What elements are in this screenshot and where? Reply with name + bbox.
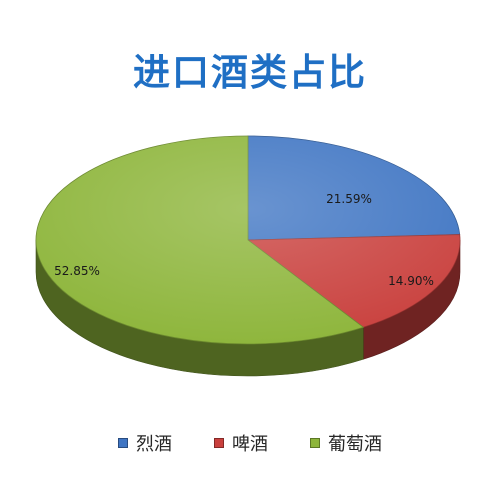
slice-label-beer: 14.90%	[388, 274, 434, 288]
slice-label-wine: 52.85%	[54, 264, 100, 278]
legend-label-spirits: 烈酒	[136, 434, 172, 455]
pie-highlight	[36, 136, 460, 344]
pie-tops	[35, 135, 461, 345]
chart-title: 进口酒类占比	[133, 51, 367, 94]
legend-item-spirits: 烈酒	[118, 430, 172, 456]
legend-item-beer: 啤酒	[214, 430, 268, 456]
legend-swatch-beer	[214, 438, 224, 448]
legend-swatch-wine	[310, 438, 320, 448]
chart-legend: 烈酒 啤酒 葡萄酒	[0, 430, 500, 456]
legend-label-wine: 葡萄酒	[328, 434, 382, 455]
legend-swatch-spirits	[118, 438, 128, 448]
legend-label-beer: 啤酒	[232, 434, 268, 455]
slice-label-spirits: 21.59%	[326, 192, 372, 206]
legend-item-wine: 葡萄酒	[310, 430, 382, 456]
pie-labels: 21.59% 14.90% 52.85%	[54, 192, 434, 288]
